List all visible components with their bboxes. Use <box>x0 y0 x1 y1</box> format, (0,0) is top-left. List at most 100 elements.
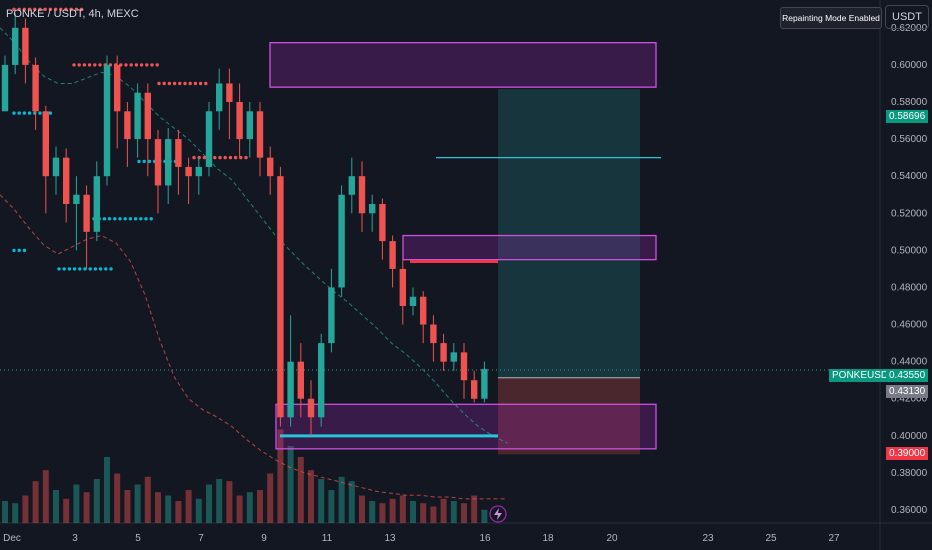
resistance-dot <box>82 63 87 67</box>
resistance-dot <box>183 81 187 86</box>
volume-bar <box>461 503 467 523</box>
volume-bar <box>93 479 100 523</box>
support-dot <box>38 111 42 115</box>
volume-bar <box>124 490 131 523</box>
candle-body <box>154 139 162 186</box>
y-tick-label: 0.50000 <box>891 245 928 256</box>
resistance-dot <box>155 63 159 67</box>
candle-body <box>481 369 488 399</box>
support-dot <box>102 217 107 221</box>
volume-bar <box>216 479 223 523</box>
candle-body <box>32 64 39 112</box>
support-dot <box>118 217 122 221</box>
support-dot <box>12 248 16 253</box>
x-tick-label: 23 <box>702 533 714 544</box>
take-profit-zone <box>498 89 640 378</box>
volume-bar <box>42 470 49 523</box>
resistance-dot <box>129 63 133 67</box>
y-tick-label: 0.44000 <box>891 357 928 368</box>
volume-bar <box>481 509 488 523</box>
candle-body <box>195 166 202 177</box>
resistance-dot <box>193 81 198 86</box>
volume-bar <box>206 484 212 523</box>
x-tick-label: 9 <box>261 533 267 544</box>
repainting-mode-button[interactable]: Repainting Mode Enabled <box>780 7 882 29</box>
candle-body <box>73 194 80 205</box>
resistance-dot <box>213 155 217 160</box>
y-tick-label: 0.38000 <box>891 468 928 479</box>
candle-body <box>460 352 468 381</box>
support-dot <box>12 111 16 115</box>
candle-body <box>389 241 396 269</box>
support-dot <box>107 217 112 221</box>
support-dot <box>22 111 27 115</box>
resistance-dot <box>64 7 68 11</box>
support-dot <box>72 267 77 271</box>
resistance-dot <box>202 155 207 160</box>
support-dot <box>142 159 146 164</box>
volume-bar <box>389 498 396 523</box>
resistance-dot <box>87 63 92 67</box>
candle-body <box>267 157 274 177</box>
candle-body <box>83 194 90 232</box>
candle-body <box>144 92 151 140</box>
volume-bar <box>257 490 263 523</box>
candle-body <box>430 324 437 344</box>
volume-bar <box>226 481 233 523</box>
volume-bar <box>73 484 80 523</box>
resistance-dot <box>12 7 16 11</box>
volume-bar <box>22 495 29 523</box>
support-dot <box>83 267 87 271</box>
resistance-dot <box>79 7 84 11</box>
ma-red-line <box>0 194 508 500</box>
candle-body <box>185 166 192 177</box>
support-dot <box>139 217 143 221</box>
y-tick-label: 0.48000 <box>891 282 928 293</box>
candle-body <box>287 361 294 418</box>
ma-teal-line <box>0 27 508 444</box>
resistance-dot <box>72 63 76 67</box>
volume-bar <box>267 473 274 523</box>
resistance-dot <box>178 81 182 86</box>
currency-button[interactable]: USDT <box>885 5 929 29</box>
y-tick-label: 0.46000 <box>891 320 928 331</box>
demand-zone-box <box>275 403 657 450</box>
lightning-icon <box>489 505 507 523</box>
resistance-dot <box>233 155 238 160</box>
volume-bar <box>134 484 141 523</box>
x-tick-label: 27 <box>828 533 840 544</box>
volume-bar <box>440 498 447 523</box>
volume-bar <box>2 501 8 523</box>
candle-body <box>216 83 223 112</box>
volume-bar <box>369 501 376 523</box>
x-tick-label: 16 <box>479 533 491 544</box>
support-dot <box>144 217 148 221</box>
resistance-dot <box>198 81 203 86</box>
resistance-dot <box>48 7 53 11</box>
volume-bar <box>399 495 406 523</box>
stop-loss-price-label: 0.39000 <box>886 447 929 460</box>
x-tick-label: 20 <box>606 533 618 544</box>
resistance-dot <box>43 7 47 11</box>
candle-body <box>124 111 131 140</box>
entry-price-label: 0.43130 <box>886 385 929 398</box>
support-dot <box>27 111 32 115</box>
last-price-label: 0.43550 <box>886 369 929 382</box>
candle-body <box>165 139 172 186</box>
take-profit-price-label: 0.58696 <box>886 110 929 123</box>
resistance-dot <box>145 63 149 67</box>
volume-bar <box>144 476 151 523</box>
candle-body <box>297 361 304 399</box>
candle-body <box>205 111 213 167</box>
x-tick-label: 3 <box>72 533 78 544</box>
volume-bar <box>338 476 345 523</box>
candle-body <box>12 27 19 65</box>
candle-body <box>134 92 141 140</box>
resistance-dot <box>69 7 73 11</box>
candle-body <box>369 204 376 214</box>
x-tick-label: 18 <box>542 533 554 544</box>
resistance-dot <box>74 7 79 11</box>
resistance-dot <box>53 7 58 11</box>
symbol-title[interactable]: PONKE / USDT, 4h, MEXC <box>6 8 139 20</box>
